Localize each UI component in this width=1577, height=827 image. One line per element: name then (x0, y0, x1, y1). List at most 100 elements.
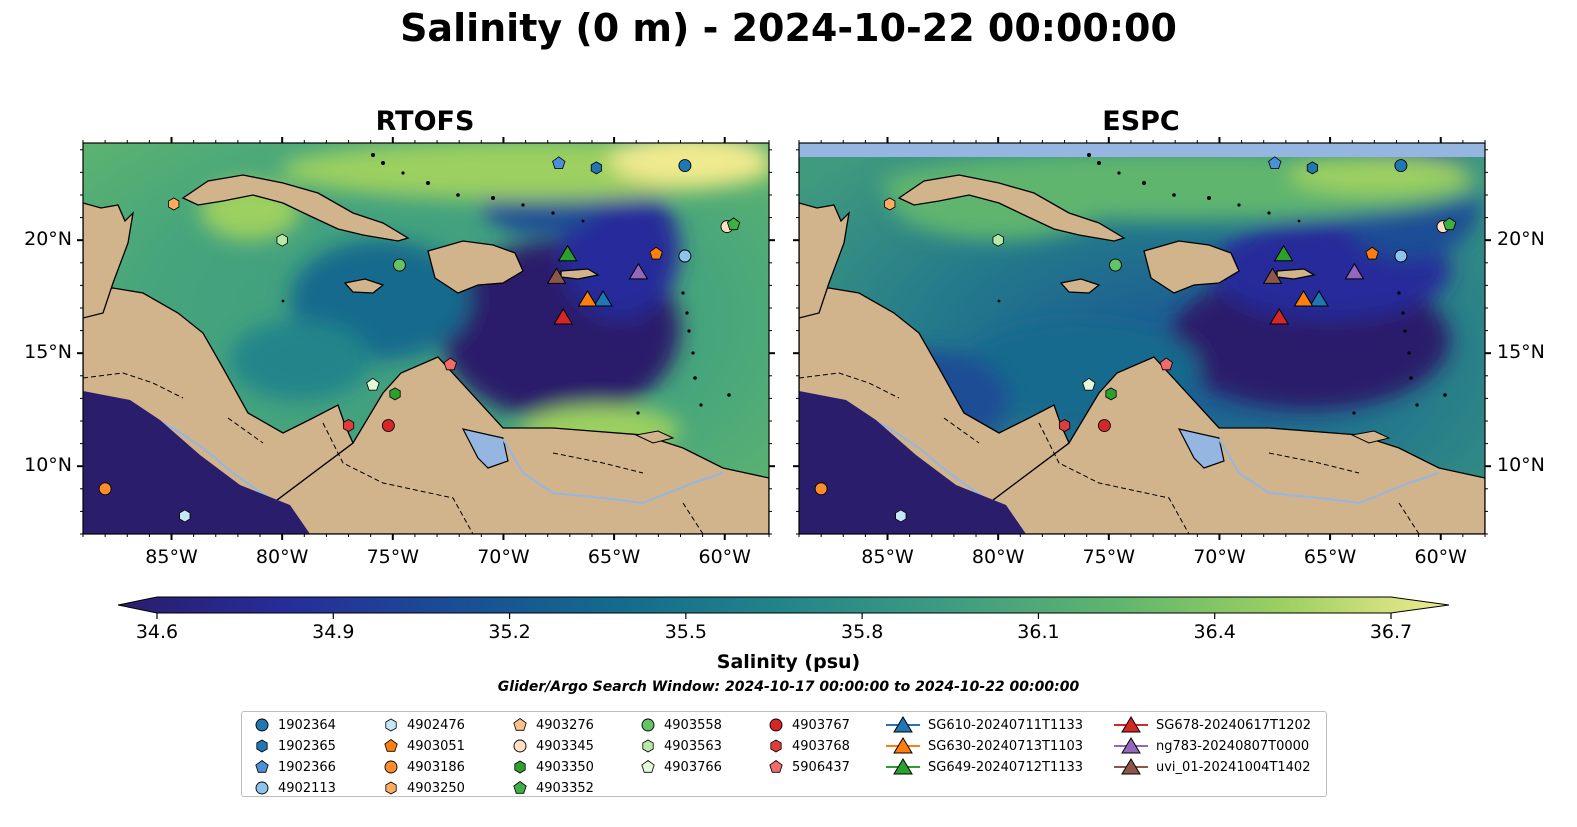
legend-marker-icon (255, 781, 269, 795)
legend-label: 4903768 (792, 738, 850, 754)
argo-float-marker (168, 197, 180, 211)
colorbar-tick-label: 36.1 (1017, 621, 1060, 643)
argo-float-marker (179, 509, 191, 523)
argo-float-marker (678, 249, 692, 263)
legend-marker-icon (641, 718, 655, 732)
legend-label: SG678-20240617T1202 (1156, 717, 1312, 733)
legend-item: 1902364 (254, 715, 336, 735)
argo-float-marker (389, 387, 401, 401)
colorbar-tick-label: 36.7 (1369, 621, 1413, 643)
argo-float-marker (1394, 159, 1408, 173)
legend-label: 4903345 (536, 738, 594, 754)
legend-marker-icon (642, 739, 654, 753)
argo-float-marker (392, 258, 406, 272)
argo-float-marker (884, 197, 896, 211)
colorbar-tick-label: 34.9 (312, 621, 355, 643)
argo-float-marker (895, 509, 907, 523)
legend-marker-icon (513, 781, 527, 794)
espc-map-frame (798, 142, 1486, 535)
lon-tick-label: 80°W (971, 546, 1025, 568)
lon-tick-label: 70°W (1193, 546, 1246, 568)
legend-marker-icon (1114, 716, 1148, 733)
legend-label: 1902366 (278, 759, 336, 775)
legend-item: 4903350 (512, 757, 594, 777)
panel-title-espc: ESPC (1102, 106, 1180, 137)
argo-float-marker (98, 482, 112, 496)
colorbar-tick-label: 35.2 (488, 621, 531, 643)
lon-tick-label: 65°W (1303, 546, 1357, 568)
figure-title: Salinity (0 m) - 2024-10-22 00:00:00 (400, 6, 1177, 50)
legend-item: 4903767 (768, 715, 850, 735)
legend-marker-icon (514, 760, 526, 774)
lon-tick-label: 80°W (255, 546, 309, 568)
legend-label: 4902476 (407, 717, 465, 733)
legend-marker-icon (384, 760, 398, 774)
argo-float-marker (814, 482, 828, 496)
legend-marker-icon (513, 739, 527, 753)
lon-tick-label: 65°W (587, 546, 641, 568)
lon-tick-label: 60°W (698, 546, 751, 568)
legend-item: SG630-20240713T1103 (886, 736, 1083, 756)
legend-marker-icon (513, 718, 527, 731)
legend-marker-icon (886, 716, 920, 733)
search-window-text: Glider/Argo Search Window: 2024-10-17 00… (497, 679, 1080, 695)
legend-item: 1902365 (254, 736, 336, 756)
legend-item: 4903766 (640, 757, 722, 777)
argo-float-marker (342, 419, 355, 432)
legend-item: 4902476 (383, 715, 465, 735)
lon-tick-label: 70°W (477, 546, 530, 568)
legend-marker-icon (886, 737, 920, 754)
argo-float-marker (1058, 419, 1071, 432)
legend-item: 4903558 (640, 715, 722, 735)
legend-item: 4903250 (383, 778, 465, 798)
legend-label: uvi_01-20241004T1402 (1156, 759, 1311, 775)
legend-label: SG630-20240713T1103 (928, 738, 1084, 754)
legend-marker-icon (255, 718, 269, 732)
legend-label: 4903250 (407, 780, 465, 796)
legend-label: 4903051 (407, 738, 465, 754)
lat-tick-label: 10°N (24, 454, 72, 477)
legend-label: ng783-20240807T0000 (1156, 738, 1310, 754)
legend-item: 4903051 (383, 736, 465, 756)
legend: 1902364 1902365 1902366 4902113 4902476 49030… (241, 711, 1327, 797)
legend-marker-icon (255, 760, 269, 773)
legend-label: 1902365 (278, 738, 336, 754)
legend-label: 5906437 (792, 759, 850, 775)
lon-tick-label: 60°W (1414, 546, 1467, 568)
argo-float-marker (1394, 249, 1408, 263)
legend-item: 4903345 (512, 736, 594, 756)
legend-label: SG610-20240711T1133 (928, 717, 1084, 733)
legend-item: 4902113 (254, 778, 336, 798)
legend-label: 4903186 (407, 759, 465, 775)
legend-item: 4903563 (640, 736, 722, 756)
legend-item: 4903276 (512, 715, 594, 735)
argo-float-marker (1097, 419, 1111, 432)
argo-float-marker (276, 233, 288, 247)
legend-item: uvi_01-20241004T1402 (1114, 757, 1310, 777)
lon-tick-label: 85°W (145, 546, 198, 568)
colorbar-tick-label: 36.4 (1193, 621, 1236, 643)
colorbar-label: Salinity (psu) (716, 651, 861, 673)
legend-label: 4903276 (536, 717, 594, 733)
legend-marker-icon (769, 760, 783, 773)
espc-map-panel (799, 143, 1485, 534)
legend-marker-icon (1114, 737, 1148, 754)
legend-item: 4903768 (768, 736, 850, 756)
legend-item: SG678-20240617T1202 (1114, 715, 1311, 735)
argo-float-marker (1105, 387, 1117, 401)
legend-item: 5906437 (768, 757, 850, 777)
lat-tick-label: 15°N (1497, 341, 1545, 364)
legend-label: 4902113 (278, 780, 336, 796)
axis-ticks (77, 137, 1491, 540)
colorbar (117, 596, 1450, 619)
legend-label: 1902364 (278, 717, 336, 733)
legend-label: SG649-20240712T1133 (928, 759, 1084, 775)
argo-float-marker (590, 161, 602, 175)
legend-label: 4903350 (536, 759, 594, 775)
legend-marker-icon (770, 739, 782, 753)
legend-item: ng783-20240807T0000 (1114, 736, 1309, 756)
legend-marker-icon (256, 739, 268, 753)
colorbar-tick-label: 34.6 (135, 621, 179, 643)
lat-tick-label: 20°N (24, 228, 72, 251)
